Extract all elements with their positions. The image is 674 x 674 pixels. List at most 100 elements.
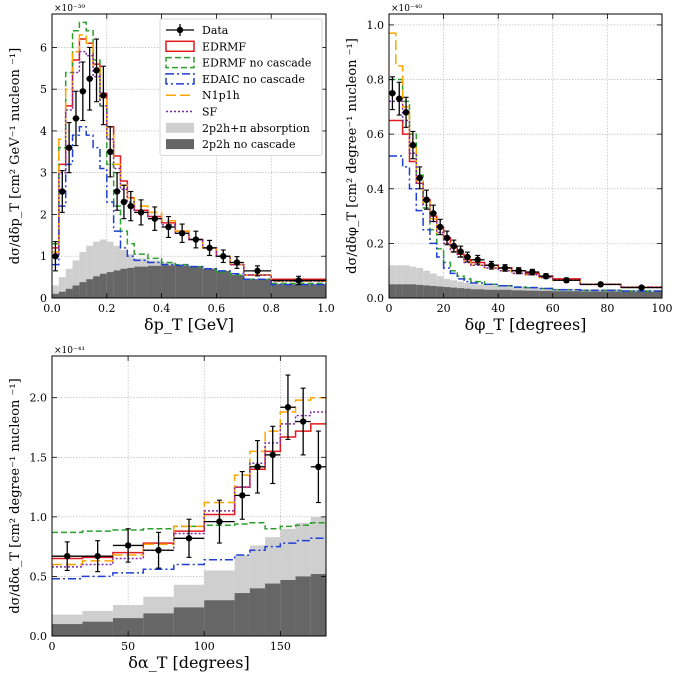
data-marker (64, 552, 71, 560)
bar-2p2h-no-cascade (443, 287, 451, 298)
data-point (230, 256, 244, 269)
bar-2p2h-no-cascade (310, 574, 326, 636)
legend-label: SF (202, 106, 218, 119)
data-point (120, 184, 128, 220)
bar-2p2h-no-cascade (120, 268, 128, 298)
data-marker (79, 88, 87, 95)
y-tick-label: 0.0 (367, 292, 385, 305)
bar-2p2h-no-cascade (457, 288, 465, 298)
data-marker (430, 210, 437, 217)
y-tick-label: 0.5 (30, 570, 48, 583)
data-point (464, 251, 471, 263)
bar-2p2h-no-cascade (395, 284, 403, 298)
x-tick-label: 0.4 (153, 302, 171, 315)
data-point (82, 540, 113, 573)
data-point (416, 166, 424, 190)
data-point (457, 245, 465, 258)
data-point (93, 38, 100, 103)
data-marker (450, 242, 458, 250)
bar-2p2h-absorption (58, 277, 66, 298)
legend-item: N1p1h (166, 89, 240, 102)
bar-2p2h-absorption (395, 265, 403, 298)
legend-swatch (166, 122, 194, 133)
chart-panel-1: 0.0 0.2 0.4 0.6 0.8 1.0 0 1 2 3 4 5 6 ×10⁻³⁹ δp_T [GeV… (8, 4, 335, 334)
y-tick-label: 3 (40, 167, 47, 180)
legend-label: 2p2h no cascade (202, 138, 295, 151)
data-point (621, 284, 662, 291)
plot-area (389, 14, 662, 298)
bar-2p2h-no-cascade (161, 265, 176, 298)
data-marker (165, 223, 172, 231)
data-marker (542, 272, 550, 280)
bar-2p2h-no-cascade (436, 286, 444, 298)
legend-item: EDAIC no cascade (165, 73, 305, 86)
data-marker (86, 75, 93, 82)
y-tick-label: 0 (40, 292, 47, 305)
legend-label: 2p2h+π absorption (202, 122, 310, 135)
bar-2p2h-no-cascade (72, 285, 80, 298)
legend-item: EDRMF no cascade (165, 57, 311, 70)
bar-2p2h-no-cascade (58, 291, 66, 298)
data-point (498, 264, 512, 272)
series-line-n1p1h (389, 32, 662, 288)
bar-2p2h-no-cascade (113, 270, 121, 298)
data-point (249, 440, 266, 494)
legend-label: Data (202, 24, 229, 37)
bar-2p2h-no-cascade (175, 265, 189, 298)
data-point (127, 190, 135, 222)
data-point (539, 272, 553, 280)
data-point (234, 471, 250, 520)
axis-exponent: ×10⁻⁴¹ (54, 346, 85, 356)
data-marker (124, 542, 132, 549)
bar-2p2h-no-cascade (65, 288, 73, 298)
bar-2p2h-no-cascade (99, 273, 107, 298)
bar-2p2h-no-cascade (202, 268, 217, 298)
legend-item: EDRMF (165, 40, 246, 53)
data-marker (315, 463, 322, 471)
data-marker (120, 198, 128, 206)
data-point (243, 265, 272, 277)
data-point (511, 267, 526, 275)
bar-2p2h-absorption (106, 241, 114, 298)
bar-2p2h-absorption (93, 241, 100, 298)
data-point (280, 374, 296, 440)
bar-2p2h-no-cascade (189, 267, 203, 298)
data-marker (59, 188, 66, 195)
data-marker (409, 141, 417, 149)
y-tick-label: 1.5 (30, 451, 48, 464)
series-line-edaic-no-cascade (389, 155, 662, 292)
axis-exponent: ×10⁻³⁹ (54, 4, 85, 14)
data-marker (638, 284, 645, 291)
bar-2p2h-no-cascade (112, 618, 144, 636)
data-point (525, 268, 540, 276)
data-marker (192, 236, 200, 243)
x-tick-label: 60 (546, 302, 560, 315)
x-tick-label: 20 (437, 302, 451, 315)
bar-2p2h-absorption (429, 273, 437, 298)
data-marker (216, 518, 223, 525)
bar-2p2h-no-cascade (295, 576, 311, 636)
data-point (395, 81, 403, 116)
data-marker (65, 144, 73, 151)
legend-item: 2p2h+π absorption (166, 122, 310, 135)
bar-2p2h-no-cascade (429, 285, 437, 298)
bar-2p2h-absorption (402, 265, 410, 298)
data-marker (185, 535, 193, 542)
bar-2p2h-no-cascade (127, 267, 135, 298)
data-point (271, 275, 326, 286)
legend: Data EDRMF EDRMF no cascade EDAIC no cascad… (159, 18, 323, 156)
data-marker (295, 277, 302, 284)
bar-2p2h-no-cascade (450, 287, 458, 298)
y-tick-label: 1.0 (30, 511, 48, 524)
data-point (310, 430, 326, 504)
data-point (175, 223, 189, 244)
x-tick-label: 0 (386, 302, 393, 315)
y-tick-label: 4 (40, 125, 47, 138)
bar-2p2h-no-cascade (79, 282, 87, 298)
data-marker (416, 174, 423, 182)
data-point (72, 90, 80, 147)
bar-2p2h-no-cascade (106, 272, 114, 298)
bar-2p2h-no-cascade (204, 600, 235, 636)
bar-2p2h-no-cascade (464, 288, 471, 298)
series-line-edrmf-no-cascade (52, 522, 326, 534)
